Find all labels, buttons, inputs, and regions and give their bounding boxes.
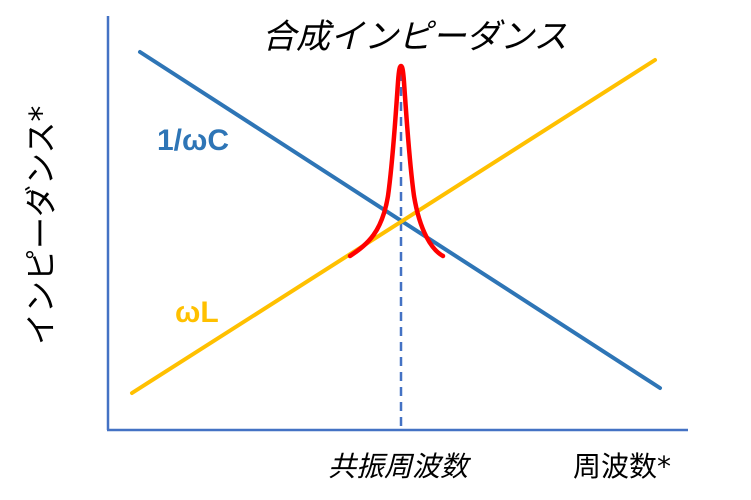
combined-impedance-curve: [347, 63, 446, 259]
diagram-title: 合成インピーダンス: [262, 17, 567, 57]
x-axis-label: 周波数*: [573, 450, 671, 483]
capacitive-label: 1/ωC: [157, 124, 229, 157]
y-axis-label: インピーダンス*: [22, 106, 60, 345]
resonance-frequency-label: 共振周波数: [328, 450, 472, 483]
inductive-label: ωL: [175, 296, 219, 329]
inductive-reactance-line: [130, 58, 657, 395]
